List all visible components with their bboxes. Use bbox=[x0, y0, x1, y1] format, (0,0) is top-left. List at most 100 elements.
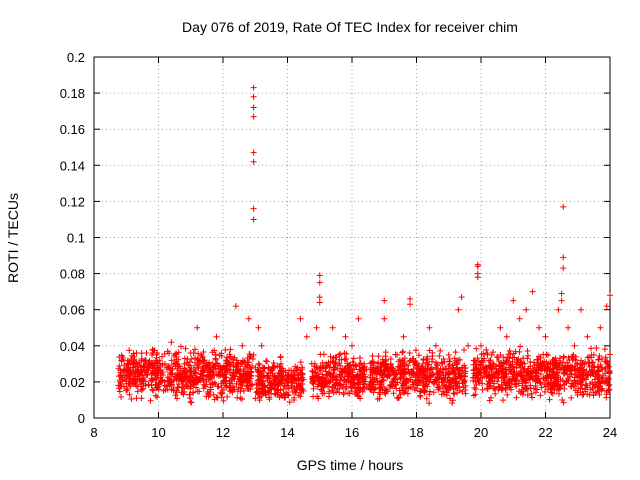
cloud-marker bbox=[437, 347, 444, 354]
cloud-marker bbox=[262, 382, 269, 389]
cloud-marker bbox=[375, 353, 382, 360]
cloud-marker bbox=[443, 385, 450, 392]
data-point bbox=[407, 301, 414, 308]
cloud-marker bbox=[299, 380, 306, 387]
cloud-marker bbox=[484, 381, 491, 388]
cloud-marker bbox=[184, 374, 191, 381]
data-point bbox=[174, 369, 181, 376]
cloud-marker bbox=[116, 388, 123, 395]
cloud-marker bbox=[470, 392, 477, 399]
cloud-marker bbox=[283, 389, 290, 396]
data-point bbox=[142, 382, 149, 389]
cloud-marker bbox=[390, 390, 397, 397]
cloud-marker bbox=[490, 385, 497, 392]
cloud-marker bbox=[523, 385, 530, 392]
cloud-marker bbox=[436, 385, 443, 392]
data-point bbox=[149, 351, 156, 358]
cloud-marker bbox=[124, 386, 131, 393]
data-point bbox=[407, 295, 414, 302]
cloud-marker bbox=[199, 353, 206, 360]
cloud-marker bbox=[601, 346, 608, 353]
cloud-marker bbox=[571, 363, 578, 370]
y-tick-label: 0.12 bbox=[60, 194, 85, 209]
cloud-marker bbox=[158, 353, 165, 360]
cloud-marker bbox=[534, 386, 541, 393]
data-point bbox=[445, 351, 452, 358]
data-point bbox=[303, 333, 310, 340]
x-tick-label: 22 bbox=[538, 425, 552, 440]
cloud-marker bbox=[350, 355, 357, 362]
cloud-marker bbox=[150, 376, 157, 383]
cloud-marker bbox=[158, 370, 165, 377]
cloud-marker bbox=[603, 389, 610, 396]
cloud-marker bbox=[330, 389, 337, 396]
cloud-marker bbox=[152, 392, 159, 399]
cloud-marker bbox=[277, 387, 284, 394]
data-point bbox=[474, 263, 481, 270]
cloud-marker bbox=[394, 394, 401, 401]
cloud-marker bbox=[445, 362, 452, 369]
cloud-marker bbox=[487, 394, 494, 401]
cloud-marker bbox=[526, 370, 533, 377]
cloud-marker bbox=[440, 388, 447, 395]
cloud-marker bbox=[267, 386, 274, 393]
cloud-marker bbox=[255, 360, 262, 367]
cloud-marker bbox=[570, 351, 577, 358]
cloud-marker bbox=[506, 347, 513, 354]
cloud-marker bbox=[417, 393, 424, 400]
y-tick-label: 0.06 bbox=[60, 303, 85, 318]
cloud-marker bbox=[263, 372, 270, 379]
cloud-marker bbox=[383, 358, 390, 365]
cloud-marker bbox=[398, 375, 405, 382]
data-point bbox=[213, 333, 220, 340]
cloud-marker bbox=[157, 374, 164, 381]
cloud-marker bbox=[205, 376, 212, 383]
cloud-marker bbox=[382, 353, 389, 360]
cloud-marker bbox=[472, 386, 479, 393]
cloud-marker bbox=[462, 370, 469, 377]
cloud-marker bbox=[212, 380, 219, 387]
cloud-marker bbox=[231, 375, 238, 382]
cloud-marker bbox=[241, 372, 248, 379]
cloud-marker bbox=[530, 359, 537, 366]
cloud-marker bbox=[319, 390, 326, 397]
data-point bbox=[478, 342, 484, 349]
cloud-marker bbox=[592, 373, 599, 380]
cloud-marker bbox=[299, 370, 306, 377]
y-tick-label: 0.08 bbox=[60, 267, 85, 282]
data-point bbox=[181, 360, 188, 367]
cloud-marker bbox=[191, 346, 198, 353]
cloud-marker bbox=[487, 357, 494, 364]
cloud-marker bbox=[526, 376, 533, 383]
cloud-marker bbox=[571, 377, 578, 384]
cloud-marker bbox=[133, 382, 140, 389]
data-point bbox=[168, 339, 175, 346]
cloud-marker bbox=[459, 388, 466, 395]
cloud-marker bbox=[148, 382, 155, 389]
cloud-marker bbox=[191, 378, 198, 385]
cloud-marker bbox=[184, 356, 191, 363]
cloud-marker bbox=[180, 391, 187, 398]
data-point bbox=[313, 324, 320, 331]
cloud-marker bbox=[311, 373, 318, 380]
cloud-marker bbox=[560, 354, 567, 361]
cloud-marker bbox=[540, 351, 547, 358]
cloud-marker bbox=[524, 347, 531, 354]
cloud-marker bbox=[377, 363, 384, 370]
cloud-marker bbox=[231, 386, 238, 393]
cloud-marker bbox=[595, 363, 602, 370]
cloud-marker bbox=[196, 359, 203, 366]
cloud-marker bbox=[116, 362, 123, 369]
cloud-marker bbox=[568, 370, 575, 377]
cloud-marker bbox=[451, 390, 458, 397]
y-tick-label: 0.04 bbox=[60, 339, 85, 354]
cloud-marker bbox=[175, 384, 182, 391]
cloud-marker bbox=[234, 360, 241, 367]
cloud-marker bbox=[268, 382, 275, 389]
cloud-marker bbox=[190, 389, 197, 396]
cloud-marker bbox=[327, 378, 334, 385]
cloud-marker bbox=[452, 349, 459, 356]
cloud-marker bbox=[339, 369, 346, 376]
cloud-marker bbox=[376, 395, 383, 402]
data-point bbox=[290, 396, 297, 403]
